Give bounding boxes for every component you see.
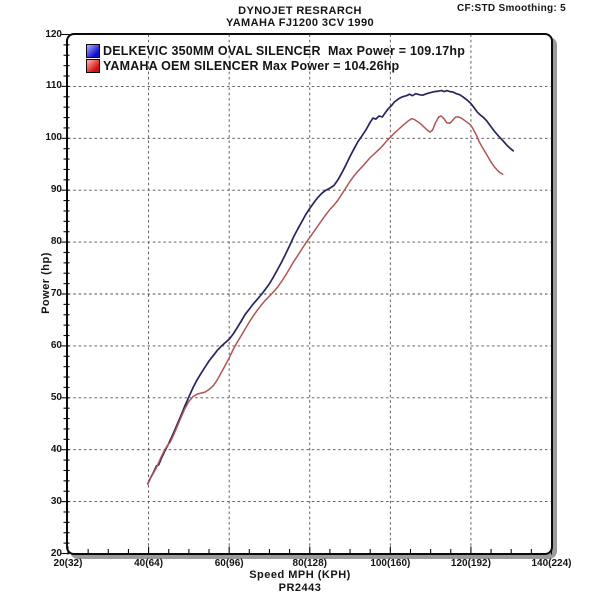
y-tick-label: 100 [45, 132, 62, 144]
page-subtitle: YAMAHA FJ1200 3CV 1990 [225, 17, 374, 29]
x-tick-label: 40(64) [134, 558, 164, 569]
x-tick-label: 60(96) [214, 558, 244, 569]
x-tick-label: 100(160) [370, 558, 411, 569]
legend-item-delkevic: DELKEVIC 350MM OVAL SILENCER Max Power =… [86, 44, 465, 58]
y-tick-label: 80 [50, 236, 62, 248]
x-tick-label: 20(32) [53, 558, 83, 569]
yamaha-oem-color-swatch [86, 59, 100, 73]
y-tick-label: 50 [50, 391, 62, 403]
smoothing-note: CF:STD Smoothing: 5 [456, 3, 566, 14]
delkevic-color-swatch [86, 44, 100, 58]
legend-item-yamaha-oem: YAMAHA OEM SILENCER Max Power = 104.26hp [86, 59, 465, 73]
x-tick-label: 80(128) [292, 558, 327, 569]
page-title: DYNOJET RESRARCH [238, 5, 362, 17]
run-id: PR2443 [278, 582, 322, 594]
legend: DELKEVIC 350MM OVAL SILENCER Max Power =… [86, 44, 465, 74]
legend-label-delkevic: DELKEVIC 350MM OVAL SILENCER Max Power =… [103, 44, 466, 58]
x-tick-label: 140(224) [531, 558, 572, 569]
y-tick-label: 60 [50, 339, 62, 351]
series-curve-yamaha-oem [147, 115, 504, 485]
y-tick-label: 110 [45, 80, 62, 92]
y-tick-label: 40 [50, 443, 62, 455]
series-curve-delkevic [146, 89, 515, 485]
y-tick-label: 90 [50, 184, 62, 196]
y-tick-label: 70 [50, 288, 62, 299]
y-tick-label: 30 [50, 495, 62, 507]
x-tick-label: 120(192) [450, 558, 491, 569]
y-tick-label: 120 [45, 28, 62, 40]
y-tick-label: 20 [50, 547, 62, 559]
legend-label-yamaha-oem: YAMAHA OEM SILENCER Max Power = 104.26hp [103, 59, 400, 73]
x-axis-title: Speed MPH (KPH) [249, 569, 351, 581]
